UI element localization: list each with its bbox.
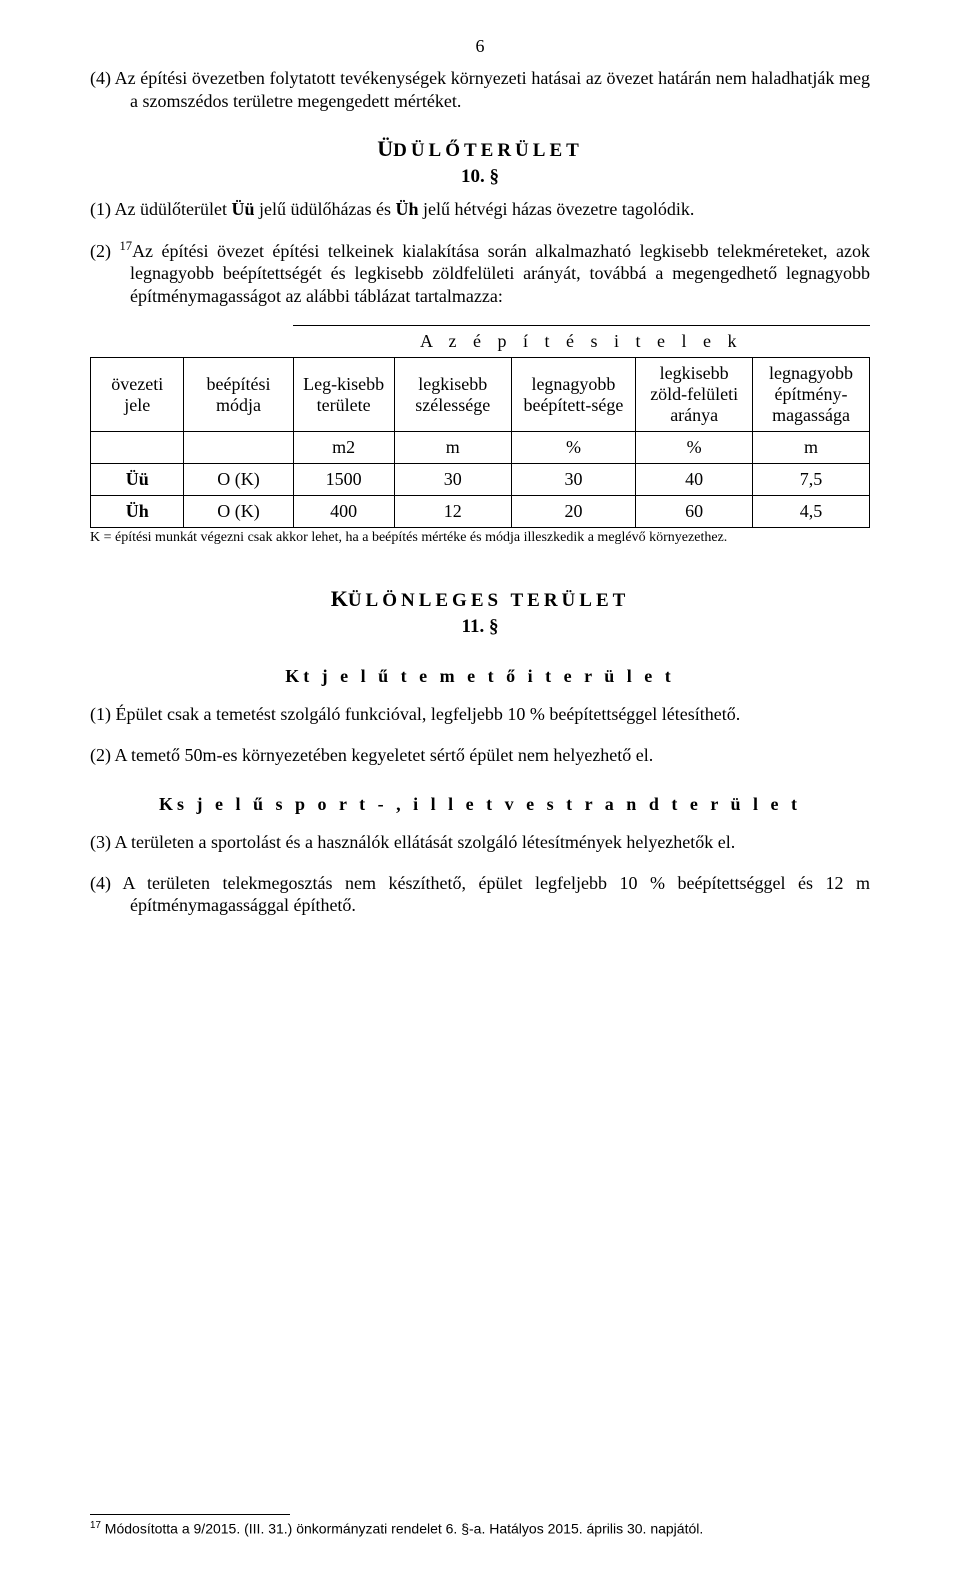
paragraph-11-4: (4) A területen telekmegosztás nem készí… bbox=[90, 872, 870, 917]
heading-first-letter: Ü bbox=[377, 136, 393, 161]
footnote-separator bbox=[90, 1514, 290, 1515]
row0-v0: 1500 bbox=[293, 464, 394, 496]
th-modja: beépítési módja bbox=[184, 358, 293, 432]
u3: m bbox=[394, 432, 511, 464]
th-terulete: Leg-kisebb területe bbox=[293, 358, 394, 432]
heading-kulonleges: KÜLÖNLEGES TERÜLET 11. § bbox=[90, 586, 870, 638]
heading2-first-letter: K bbox=[331, 586, 348, 611]
u6: m bbox=[753, 432, 870, 464]
footnote-sup: 17 bbox=[90, 1520, 101, 1531]
th-beepitett: legnagyobb beépített-sége bbox=[511, 358, 636, 432]
table-note: K = építési munkát végezni csak akkor le… bbox=[90, 530, 870, 546]
p10-2-lead: (2) bbox=[90, 241, 119, 261]
u2: m2 bbox=[293, 432, 394, 464]
heading-udulo: ÜDÜLŐTERÜLET 10. § bbox=[90, 136, 870, 188]
row1-v0: 400 bbox=[293, 496, 394, 528]
u1 bbox=[184, 432, 293, 464]
p10-1-mid: jelű üdülőházas és bbox=[254, 199, 395, 219]
table-header-row: övezeti jele beépítési módja Leg-kisebb … bbox=[91, 358, 870, 432]
row0-v4: 7,5 bbox=[753, 464, 870, 496]
section-11-number: 11. § bbox=[90, 616, 870, 638]
u5: % bbox=[636, 432, 753, 464]
row1-modja: O (K) bbox=[184, 496, 293, 528]
page: 6 (4) Az építési övezetben folytatott te… bbox=[0, 0, 960, 1573]
row1-v4: 4,5 bbox=[753, 496, 870, 528]
row1-v2: 20 bbox=[511, 496, 636, 528]
th-zold: legkisebb zöld-felületi aránya bbox=[636, 358, 753, 432]
paragraph-10-1: (1) Az üdülőterület Üü jelű üdülőházas é… bbox=[90, 198, 870, 221]
subheading-ks: Ks j e l ű s p o r t - , i l l e t v e s… bbox=[90, 794, 870, 815]
row0-v2: 30 bbox=[511, 464, 636, 496]
row0-v1: 30 bbox=[394, 464, 511, 496]
u0 bbox=[91, 432, 184, 464]
row1-jele: Üh bbox=[91, 496, 184, 528]
p10-1-end: jelű hétvégi házas övezetre tagolódik. bbox=[418, 199, 694, 219]
footnote-17: 17 Módosította a 9/2015. (III. 31.) önko… bbox=[90, 1520, 870, 1537]
p10-2-rest: Az építési övezet építési telkeinek kial… bbox=[130, 241, 870, 306]
table-units-row: m2 m % % m bbox=[91, 432, 870, 464]
th-jele: övezeti jele bbox=[91, 358, 184, 432]
paragraph-11-3: (3) A területen a sportolást és a haszná… bbox=[90, 831, 870, 854]
p10-2-sup: 17 bbox=[119, 239, 132, 253]
heading2-rest: ÜLÖNLEGES TERÜLET bbox=[348, 590, 629, 611]
row1-v1: 12 bbox=[394, 496, 511, 528]
paragraph-4: (4) Az építési övezetben folytatott tevé… bbox=[90, 67, 870, 112]
row1-jele-b: Üh bbox=[126, 501, 149, 521]
row0-jele: Üü bbox=[91, 464, 184, 496]
paragraph-10-2: (2) 17Az építési övezet építési telkeine… bbox=[90, 239, 870, 308]
row1-v3: 60 bbox=[636, 496, 753, 528]
heading-udulo-title: ÜDÜLŐTERÜLET bbox=[90, 136, 870, 162]
paragraph-11-1: (1) Épület csak a temetést szolgáló funk… bbox=[90, 703, 870, 726]
th-szelessege: legkisebb szélessége bbox=[394, 358, 511, 432]
row0-modja: O (K) bbox=[184, 464, 293, 496]
footnote-text: Módosította a 9/2015. (III. 31.) önkormá… bbox=[101, 1521, 703, 1537]
paragraph-11-2: (2) A temető 50m-es környezetében kegyel… bbox=[90, 744, 870, 767]
p10-1-bold2: Üh bbox=[395, 199, 418, 219]
page-number: 6 bbox=[90, 36, 870, 57]
table-caption-row: A z é p í t é s i t e l e k bbox=[91, 326, 870, 358]
subheading-kt: Kt j e l ű t e m e t ő i t e r ü l e t bbox=[90, 666, 870, 687]
table-caption-blank bbox=[91, 326, 294, 358]
heading-rest: DÜLŐTERÜLET bbox=[393, 140, 583, 161]
table-row: Üh O (K) 400 12 20 60 4,5 bbox=[91, 496, 870, 528]
row0-jele-b: Üü bbox=[126, 469, 149, 489]
row0-v3: 40 bbox=[636, 464, 753, 496]
p10-1-pre: (1) Az üdülőterület bbox=[90, 199, 231, 219]
p10-1-bold1: Üü bbox=[231, 199, 254, 219]
table-caption: A z é p í t é s i t e l e k bbox=[293, 326, 869, 358]
footnote-area: 17 Módosította a 9/2015. (III. 31.) önko… bbox=[90, 1514, 870, 1537]
u4: % bbox=[511, 432, 636, 464]
heading-kulonleges-title: KÜLÖNLEGES TERÜLET bbox=[90, 586, 870, 612]
zoning-table: A z é p í t é s i t e l e k övezeti jele… bbox=[90, 325, 870, 528]
th-epitmeny: legnagyobb építmény-magassága bbox=[753, 358, 870, 432]
section-10-number: 10. § bbox=[90, 166, 870, 188]
table-row: Üü O (K) 1500 30 30 40 7,5 bbox=[91, 464, 870, 496]
